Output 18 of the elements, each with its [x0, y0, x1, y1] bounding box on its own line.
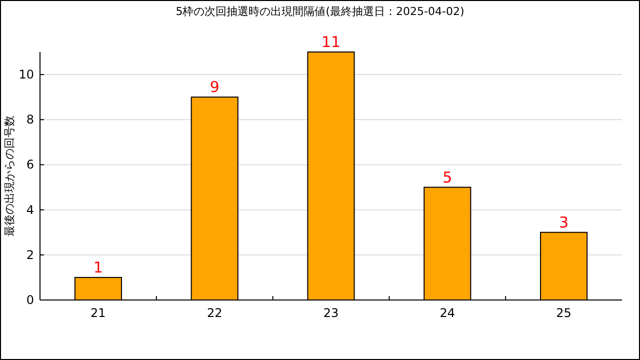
y-axis-title: 最後の出現からの回号数	[3, 116, 16, 236]
data-label: 5	[442, 168, 452, 186]
y-tick-label: 6	[26, 158, 34, 172]
chart-title: 5枠の次回抽選時の出現間隔値(最終抽選日：2025-04-02)	[176, 5, 464, 18]
x-tick-label: 21	[90, 306, 106, 320]
data-label: 11	[321, 33, 341, 51]
data-label: 9	[210, 78, 220, 96]
y-tick-label: 0	[26, 293, 34, 307]
y-tick-label: 10	[18, 68, 34, 82]
data-label: 3	[559, 213, 569, 232]
x-tick-label: 23	[323, 306, 339, 320]
x-tick-label: 25	[556, 306, 572, 320]
x-tick-label: 22	[206, 306, 222, 320]
data-label: 1	[93, 258, 103, 276]
x-tick-label: 24	[440, 306, 456, 320]
y-tick-label: 8	[26, 112, 34, 127]
y-tick-label: 2	[26, 248, 34, 262]
y-tick-label: 4	[26, 202, 34, 217]
